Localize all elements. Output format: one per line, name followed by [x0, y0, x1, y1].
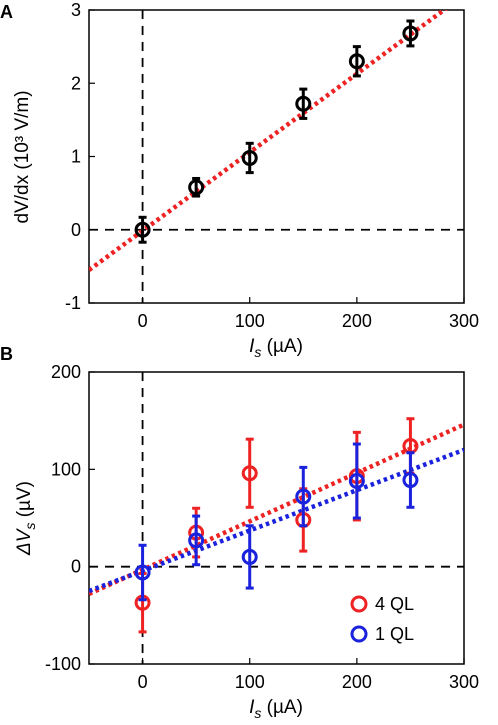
panel-b-x-tick-label: 0 [138, 672, 148, 692]
panel-b-data-point-1 [241, 437, 258, 509]
panel-b-y-axis-label: ΔVs (µV) [14, 481, 38, 556]
panel-a-y-tick-label: 1 [71, 147, 81, 167]
marker-circle [188, 179, 205, 196]
panel-b-legend: 4 QL 1 QL [350, 594, 414, 644]
panel-b-y-tick-label: -100 [45, 654, 81, 674]
panel-b-x-tick-label: 200 [342, 672, 372, 692]
panel-a-data-point-1 [295, 87, 312, 120]
panel-b-label: B [0, 344, 13, 364]
panel-a-x-tick-label: 100 [235, 311, 265, 331]
marker-circle [348, 473, 365, 490]
panel-a-y-tick-label: 0 [71, 220, 81, 240]
marker-circle [134, 221, 151, 238]
marker-circle [402, 472, 419, 489]
panel-a-y-tick-label: 2 [71, 73, 81, 93]
marker-circle [241, 149, 258, 166]
panel-a-y-tick-label: 3 [71, 0, 81, 20]
marker-circle [295, 488, 312, 505]
panel-b-data-point-2 [188, 514, 205, 567]
panel-a-y-tick-label: -1 [65, 293, 81, 313]
marker-circle [188, 532, 205, 549]
panel-b-data-point-2 [241, 524, 258, 590]
panel-b-x-tick-label: 300 [449, 672, 479, 692]
panel-b-x-tick-label: 100 [235, 672, 265, 692]
panel-b-fit-line-1 [89, 422, 464, 596]
panel-a-x-tick-label: 200 [342, 311, 372, 331]
panel-b-x-axis-label: Is (µA) [249, 697, 303, 721]
legend-marker [350, 595, 368, 613]
panel-b-plot-frame [88, 371, 465, 665]
marker-circle [241, 548, 258, 565]
panel-b-y-tick-label: 200 [51, 362, 81, 382]
legend-label: 4 QL [375, 594, 414, 614]
panel-a-data-point-1 [348, 45, 365, 78]
panel-b-data-point-2 [134, 543, 151, 602]
panel-b: B 0 100 200 300 -100 0 100 200 4 QL 1 QL Is (µA… [0, 344, 479, 721]
panel-b-y-tick-label: 100 [51, 459, 81, 479]
marker-circle [402, 25, 419, 42]
marker-circle [134, 564, 151, 581]
panel-a-label: A [0, 2, 13, 22]
panel-b-data-point-2 [295, 465, 312, 528]
legend-label: 1 QL [375, 624, 414, 644]
panel-a-data-point-1 [134, 215, 151, 244]
panel-a-fit-line-1 [89, 10, 448, 272]
panel-b-data-point-2 [402, 451, 419, 509]
panel-a: A 0 100 200 300 -1 0 1 2 3 Is (µA) dV/dx (10³ V… [0, 0, 479, 360]
marker-circle [295, 95, 312, 112]
panel-a-x-tick-label: 300 [449, 311, 479, 331]
panel-a-x-axis-label: Is (µA) [249, 336, 303, 360]
marker-circle [348, 53, 365, 70]
marker-circle [241, 465, 258, 482]
legend-marker [350, 625, 368, 643]
panel-a-x-tick-label: 0 [138, 311, 148, 331]
panel-b-data-point-2 [348, 442, 365, 520]
panel-a-y-axis-label: dV/dx (10³ V/m) [12, 90, 33, 223]
panel-a-data-point-1 [188, 176, 205, 198]
panel-b-fit-line-2 [89, 447, 464, 594]
panel-b-y-tick-label: 0 [71, 557, 81, 577]
panel-a-data-point-1 [402, 19, 419, 48]
panel-a-data-point-1 [241, 141, 258, 175]
panel-a-plot-frame [88, 9, 465, 304]
